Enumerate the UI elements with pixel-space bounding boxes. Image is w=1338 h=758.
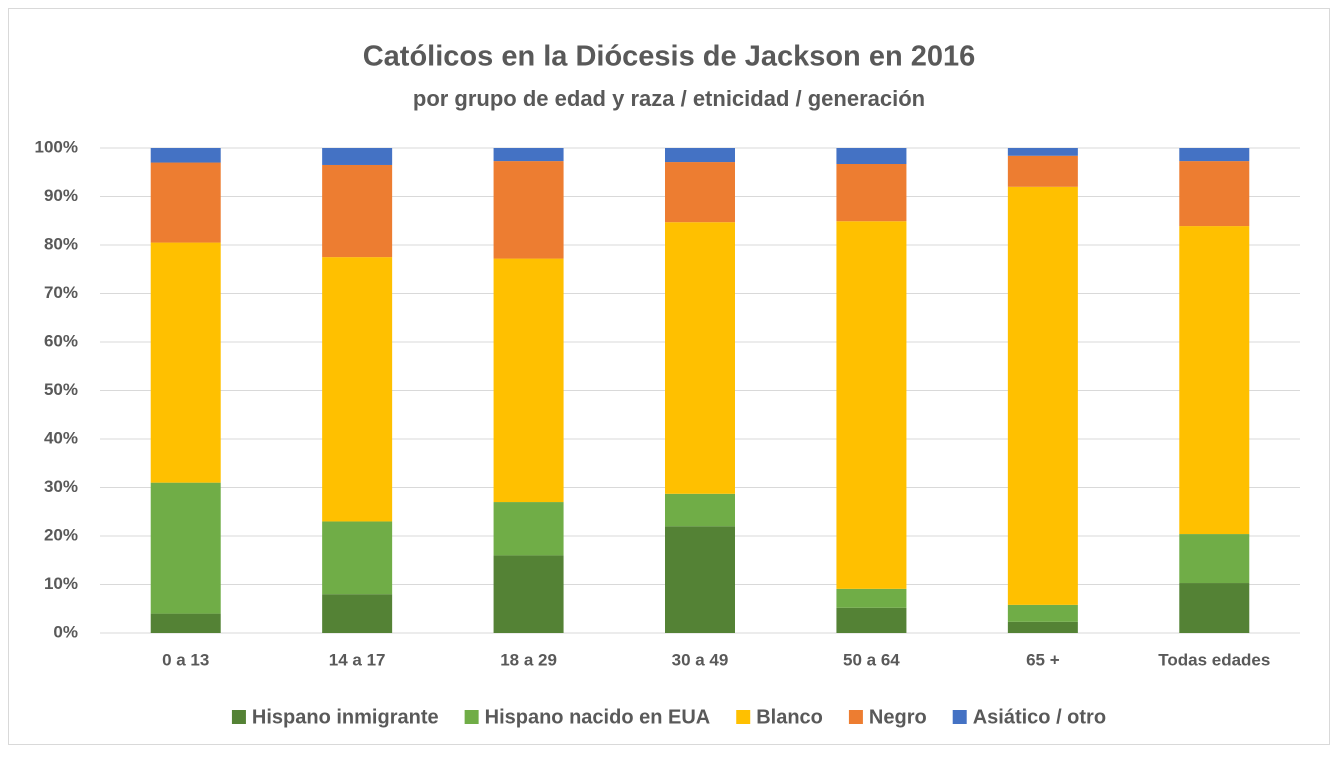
bar-segment [150,613,221,633]
y-tick-label: 100% [35,137,78,156]
bar-segment [322,164,393,258]
x-tick-label: 18 a 29 [500,650,557,669]
bar-segment [836,588,907,608]
bar-segment [322,521,393,595]
legend-label: Blanco [756,706,823,728]
y-tick-label: 20% [44,525,78,544]
chart-subtitle: por grupo de edad y raza / etnicidad / g… [413,86,925,111]
bar-segment [1007,604,1078,622]
bar-segment [836,148,907,165]
x-tick-label: 50 a 64 [843,650,900,669]
bar-segment [836,221,907,589]
y-tick-label: 60% [44,331,78,350]
bar-segment [665,526,735,633]
bar-segment [493,258,564,503]
bar-segment [1007,148,1078,156]
bar-segment [665,493,735,527]
x-tick-label: 65 + [1026,650,1060,669]
bar-segment [493,148,564,162]
x-tick-label: Todas edades [1158,650,1270,669]
legend-label: Negro [869,706,927,728]
bar-segment [322,257,393,522]
bar-segment [1179,148,1250,162]
bar-segment [1179,534,1250,584]
bar-segment [493,161,564,259]
bar-segment [665,222,735,494]
legend-label: Hispano inmigrante [252,706,439,728]
x-tick-label: 30 a 49 [672,650,729,669]
bar-segment [322,594,393,633]
legend-label: Hispano nacido en EUA [485,706,711,728]
y-tick-label: 70% [44,283,78,302]
legend-swatch [736,710,751,724]
y-tick-label: 90% [44,186,78,205]
bar-segment [150,148,221,163]
bar-segment [493,555,564,633]
bar-segment [1179,226,1250,535]
legend-swatch [952,710,967,724]
legend-swatch [231,710,246,724]
bar-segment [836,607,907,633]
legend-swatch [464,710,479,724]
bar-segment [665,148,735,163]
legend-label: Asiático / otro [973,706,1106,728]
y-tick-label: 50% [44,380,78,399]
legend-swatch [848,710,863,724]
y-tick-label: 80% [44,234,78,253]
chart-title: Católicos en la Diócesis de Jackson en 2… [363,41,976,73]
x-tick-label: 14 a 17 [329,650,386,669]
x-tick-label: 0 a 13 [162,650,209,669]
bar-segment [493,502,564,556]
y-tick-label: 0% [53,622,78,641]
bar-segment [150,162,221,243]
y-tick-label: 10% [44,574,78,593]
bar-segment [322,148,393,165]
y-tick-label: 40% [44,428,78,447]
bar-segment [1179,161,1250,227]
bar-segment [1179,583,1250,633]
bar-segment [1007,621,1078,633]
bar-segment [665,162,735,223]
bar-segment [1007,186,1078,605]
bar-segment [1007,155,1078,187]
bar-segment [836,164,907,222]
y-tick-label: 30% [44,477,78,496]
bar-segment [150,242,221,483]
bar-segment [150,482,221,614]
